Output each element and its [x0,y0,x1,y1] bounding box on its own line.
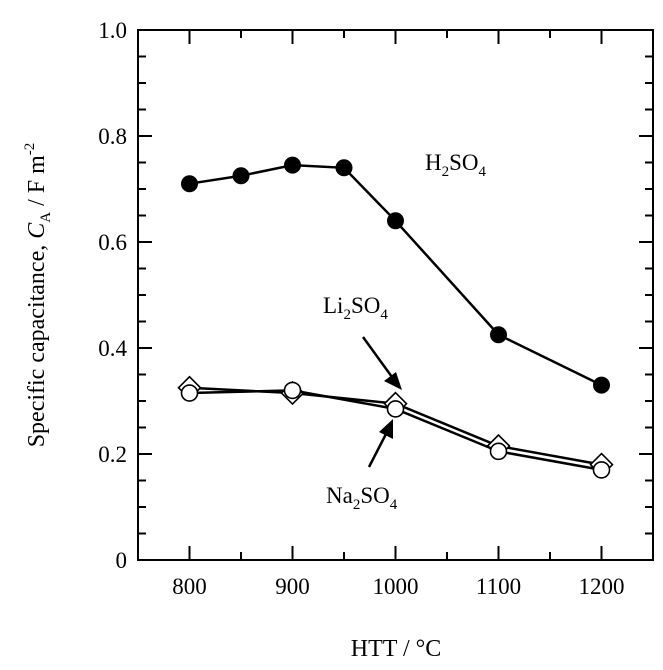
data-point [335,159,353,177]
x-tick-label: 1100 [476,574,521,599]
series-label-li2so4: Li2SO4 [323,293,388,323]
arrow-li2so4 [361,336,402,390]
y-tick-label: 0.6 [98,230,127,255]
series-h2so4 [181,156,610,394]
y-tick-label: 0.4 [98,336,127,361]
arrow-na2so4 [367,419,393,468]
y-tick-label: 1.0 [98,18,127,43]
x-tick-label: 1000 [373,574,419,599]
series-line [189,163,603,387]
data-point [284,156,301,174]
x-tick-label: 900 [275,574,310,599]
data-point [490,326,507,344]
x-tick-label: 800 [172,574,207,599]
axis-ticks [137,29,654,561]
x-axis-title: HTT / °C [351,636,442,662]
series-na2so4 [180,381,611,479]
data-point [386,400,405,418]
plot-frame [137,29,654,561]
data-point [181,175,198,193]
axis-tick-labels: 0 0.2 0.4 0.6 0.8 1.0 800 900 1000 1100 1200 [98,18,624,599]
y-axis-title: Specific capacitance, CA / F m-2 [22,143,54,448]
data-point [283,381,302,400]
data-point [180,384,199,402]
series-label-na2so4: Na2SO4 [326,483,398,513]
series-label-h2so4: H2SO4 [425,150,487,180]
data-point [593,376,610,394]
y-tick-label: 0.2 [98,442,127,467]
y-tick-label: 0 [116,548,128,573]
series-layer [177,156,614,479]
data-point [232,167,250,185]
data-point [489,442,508,461]
y-tick-label: 0.8 [98,124,127,149]
data-point [592,461,611,479]
x-tick-label: 1200 [579,574,625,599]
data-point [387,212,404,230]
